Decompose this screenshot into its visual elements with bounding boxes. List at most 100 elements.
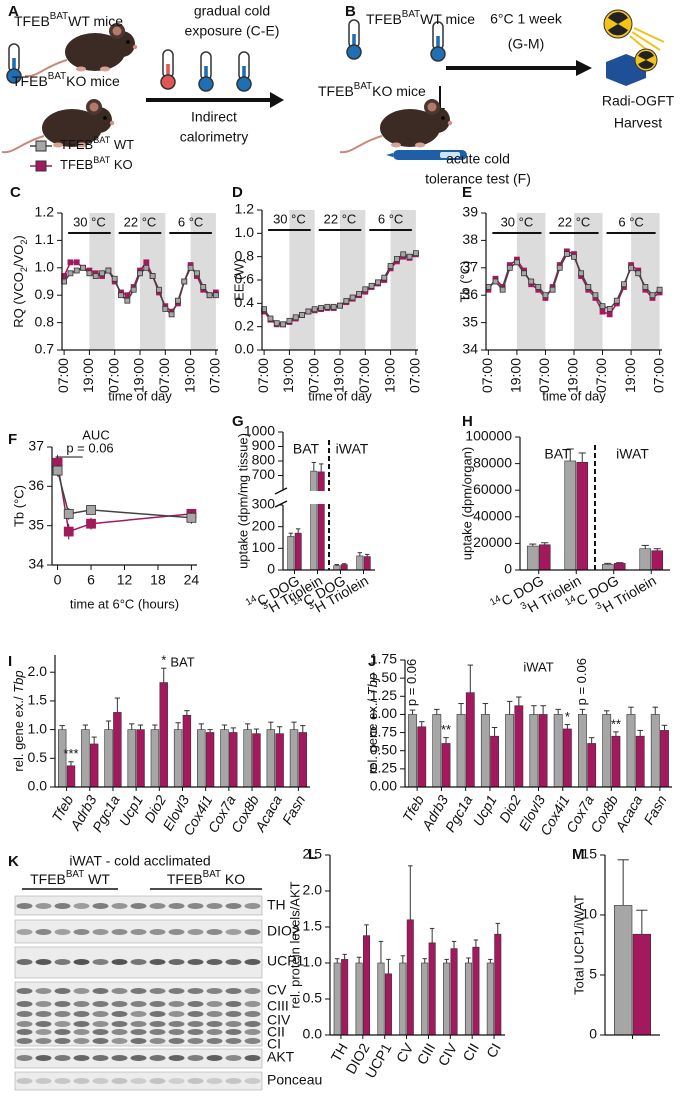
band-label: UCP1: [267, 953, 305, 969]
marker: [375, 279, 381, 286]
blot-band: [244, 903, 261, 909]
marker: [499, 286, 506, 293]
blot-band: [187, 959, 204, 965]
bar: [113, 712, 122, 788]
x-tick-label: 07:00: [479, 358, 495, 393]
marker: [267, 315, 274, 322]
x-tick-label: 07:00: [407, 358, 423, 393]
blot-strip: [14, 1071, 263, 1091]
section-label: BAT: [544, 446, 571, 462]
marker: [492, 278, 499, 285]
bar: [632, 933, 652, 1036]
y-axis-title: Tb (°C): [11, 485, 26, 527]
blot-band: [187, 903, 204, 909]
marker: [311, 306, 318, 313]
bar: [408, 714, 417, 788]
panel-letter: L: [308, 846, 317, 863]
marker: [67, 259, 74, 266]
bar: [275, 733, 284, 788]
phase-label: 30 °C: [73, 214, 106, 229]
blot-band: [244, 1001, 261, 1007]
text-part: rel. gene ex./: [11, 693, 26, 772]
text-part: TFEB: [60, 157, 93, 172]
blot-band: [149, 988, 166, 994]
x-tick-label: 07:00: [593, 358, 609, 393]
blot-band: [92, 1011, 109, 1017]
blot-band: [111, 1021, 128, 1027]
marker: [273, 320, 280, 327]
thermometer: [160, 49, 176, 90]
marker: [362, 286, 369, 293]
y-axis-title: RQ (VCO2/VO2): [11, 235, 29, 328]
y-tick-label: 900: [252, 437, 276, 453]
text-part: 3: [594, 600, 605, 613]
blot-band: [206, 1021, 223, 1027]
y-tick-label: 0.0: [28, 778, 48, 794]
bar: [613, 905, 633, 1036]
blot-band: [16, 1038, 33, 1044]
marker: [118, 292, 124, 299]
schematic-label: acute cold: [446, 151, 510, 167]
text-part: TFEB: [30, 871, 66, 887]
marker: [528, 278, 535, 285]
text-part: KO mice: [372, 83, 426, 99]
marker: [556, 264, 563, 271]
blot-band: [149, 1078, 166, 1084]
text-part: /VO: [11, 245, 26, 267]
break-mark: [274, 500, 288, 508]
bar: [173, 729, 183, 788]
night-band: [340, 210, 366, 350]
blot-band: [16, 1001, 33, 1007]
thermometer: [346, 19, 362, 60]
bar: [464, 962, 472, 1036]
blot-band: [73, 929, 90, 935]
x-tick-label: 19:00: [181, 358, 197, 393]
y-tick-label: 40000: [473, 508, 512, 524]
schematic-label: 6°C 1 week: [490, 11, 563, 27]
blot-band: [35, 1055, 52, 1061]
blot-band: [130, 903, 147, 909]
blot-band: [187, 988, 204, 994]
y-axis-title: EE (W): [231, 259, 246, 301]
x-tick-label: 6: [87, 572, 95, 588]
text-part: WT mice: [68, 13, 123, 29]
panel-letter: I: [8, 653, 12, 670]
blot-band: [54, 1038, 71, 1044]
blot-band: [35, 929, 52, 935]
marker: [337, 302, 343, 309]
blot-band: [149, 1055, 166, 1061]
schematic-label: TFEBBATWT mice: [366, 9, 475, 27]
bar: [650, 714, 660, 788]
blot-band: [54, 1078, 71, 1084]
blot-band: [225, 988, 242, 994]
blot-band: [16, 959, 33, 965]
blot-band: [73, 1029, 90, 1035]
significance: **: [441, 722, 451, 737]
marker: [186, 512, 197, 523]
x-tick-label: 07:00: [356, 358, 372, 393]
x-tick-label: CIV: [435, 1040, 461, 1069]
y-tick-label: 36: [28, 477, 44, 493]
phase-label: 6 °C: [618, 214, 643, 229]
y-tick-label: 0.8: [35, 313, 55, 329]
schematic-label: TFEBBATWT mice: [14, 11, 123, 29]
blot-band: [54, 1011, 71, 1017]
y-tick-label: 0.6: [235, 271, 255, 287]
x-tick-label: 18: [150, 572, 166, 588]
panel-letter: H: [462, 413, 473, 430]
y-tick-label: 36: [462, 286, 478, 302]
panel-letter: M: [572, 846, 585, 863]
y-tick-label: 34: [462, 341, 478, 357]
marker: [599, 303, 606, 310]
blot-band: [206, 1001, 223, 1007]
marker: [571, 253, 577, 260]
y-tick-label: 0.2: [235, 317, 255, 333]
y-tick-label: 37: [462, 259, 478, 275]
marker: [111, 275, 118, 282]
y-tick-label: 0.4: [235, 294, 255, 310]
legend-marker: [35, 160, 47, 172]
bar: [333, 565, 341, 571]
x-tick-label: 0: [54, 572, 62, 588]
blot-band: [16, 1011, 33, 1017]
significance: p = 0.06: [404, 659, 419, 706]
